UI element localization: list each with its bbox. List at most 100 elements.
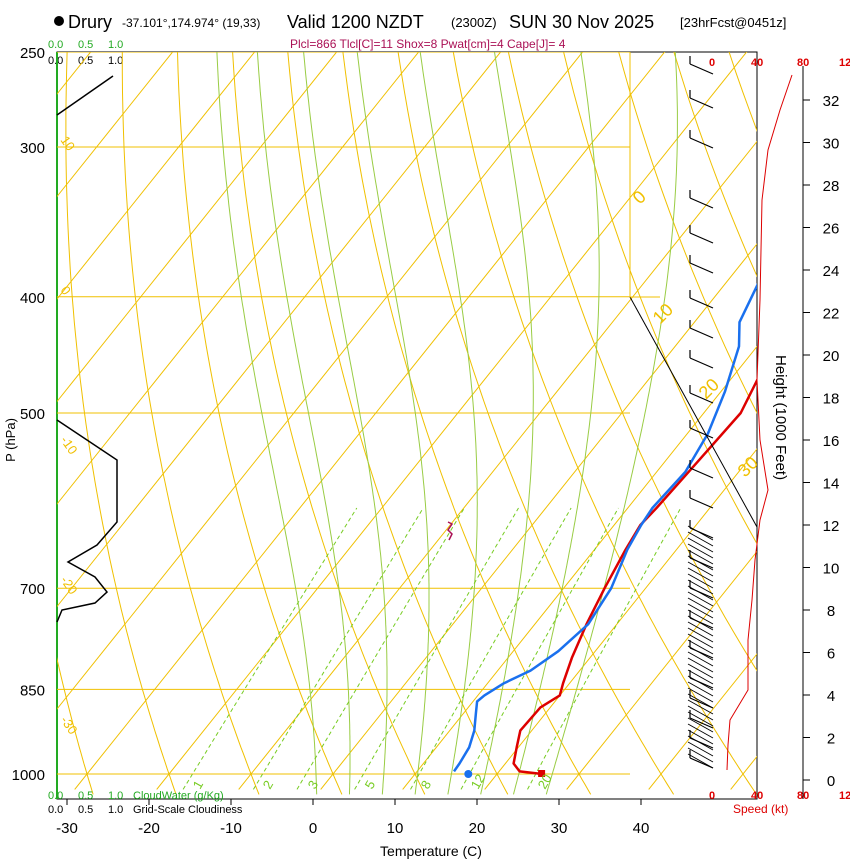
wind-barb [687,711,714,727]
cloudiness-top-tick-0: 0.0 [48,55,63,67]
isotherm-line [57,52,420,505]
x-tick-label: 0 [309,820,317,837]
dry-adiabat-line [618,52,757,414]
lcl-parcel-line [447,521,454,541]
wind-barb [687,543,714,559]
isotherm-line [648,653,757,790]
wind-barb [687,669,714,685]
mixing-ratio-label: 2 [260,778,277,792]
height-tick-label: 0 [827,773,835,790]
wind-barb [689,232,714,244]
speed-top-tick-3: 12 [839,57,850,69]
isotherm-label: 10 [649,300,677,328]
cloudiness-bottom-tick-0: 0.0 [48,804,63,816]
cloudwater-top-tick-1: 0.5 [78,39,93,51]
x-tick-label: 10 [387,820,404,837]
moist-adiabat-line [303,52,388,795]
dry-adiabat-label: -20 [58,573,81,597]
isotherm-line [57,52,92,95]
cloudiness-top-tick-1: 0.5 [78,55,93,67]
surface-dewpoint-marker [464,770,473,778]
moist-adiabat-line [513,52,600,795]
isotherm-line [156,52,748,790]
wind-barb [689,137,714,149]
wind-barb [687,741,714,757]
wind-barb [689,497,714,509]
wind-barb [687,591,714,607]
mixing-ratio-line [410,507,572,790]
dry-adiabat-line [57,656,94,795]
valid-date: SUN 30 Nov 2025 [509,12,654,32]
cloudiness-profile-line [56,75,114,116]
mixing-ratio-line [354,507,519,790]
cloudwater-bottom-tick-2: 1.0 [108,790,123,802]
mixing-ratio-line [182,507,358,790]
dry-adiabat-label: 10 [58,133,79,153]
mixing-ratio-label: 12 [468,771,488,791]
wind-barb [687,603,714,619]
wind-barb [687,675,714,691]
y-axis-label: P (hPa) [3,418,18,462]
isotherm-line [57,52,338,403]
height-tick-label: 2 [827,731,835,748]
location-name: Drury [68,12,112,32]
mixing-ratio-label: 3 [305,778,322,792]
moist-adiabat-line [256,52,351,795]
dry-adiabat-line [673,52,757,278]
height-tick-label: 16 [823,433,840,450]
height-tick-label: 32 [823,93,840,110]
x-tick-label: -20 [138,820,160,837]
height-tick-label: 6 [827,646,835,663]
x-tick-label: 40 [633,820,650,837]
location-coords: -37.101°,174.974° (19,33) [122,16,260,30]
height-tick-label: 8 [827,603,835,620]
isotherm-line [566,550,757,790]
height-tick-label: 20 [823,348,840,365]
height-tick-label: 24 [823,263,840,280]
mixing-ratio-label: 20 [535,771,555,791]
speed-top-tick-0: 0 [709,57,715,69]
pressure-tick-label: 850 [20,682,45,699]
speed-top-tick-1: 40 [751,57,763,69]
wind-barb [687,747,714,763]
pressure-tick-label: 400 [20,290,45,307]
wind-barb [687,633,714,649]
speed-bottom-tick-2: 80 [797,790,809,802]
wind-barb [687,549,714,565]
height-tick-label: 30 [823,136,840,153]
isotherm-line [402,345,757,790]
isotherm-line [484,448,757,790]
wind-barb [689,392,714,404]
wind-barb [687,639,714,655]
wind-barb [687,753,714,769]
wind-barb [687,657,714,673]
temperature-profile-line [512,377,757,776]
wind-barb [687,555,714,571]
x-tick-label: 20 [469,820,486,837]
height-tick-label: 22 [823,306,840,323]
mixing-ratio-label: 5 [362,778,379,792]
isotherm-line [57,52,584,710]
wind-barb [687,615,714,631]
plot-frame [56,51,758,800]
dry-adiabat-line [232,52,426,795]
wind-barb [687,723,714,739]
wind-barb [687,579,714,595]
location-dot-icon [54,16,64,26]
height-tick-label: 26 [823,221,840,238]
isotherm-line [57,52,174,198]
moist-adiabat-line [480,52,534,795]
height-tick-label: 10 [823,561,840,578]
params-line: Plcl=866 Tlcl[C]=11 Shox=8 Pwat[cm]=4 Ca… [290,37,566,51]
isotherm-label: 0 [629,187,650,208]
moist-adiabat-line [419,52,478,795]
dry-adiabat-line [176,52,343,795]
wind-barb [687,573,714,589]
dry-adiabat-label: -30 [58,713,81,737]
isotherm-line [0,41,17,789]
wind-barb [687,627,714,643]
mixing-ratio-line [527,507,682,790]
isotherm-line [57,52,502,608]
mixing-ratio-label: 8 [418,778,435,792]
